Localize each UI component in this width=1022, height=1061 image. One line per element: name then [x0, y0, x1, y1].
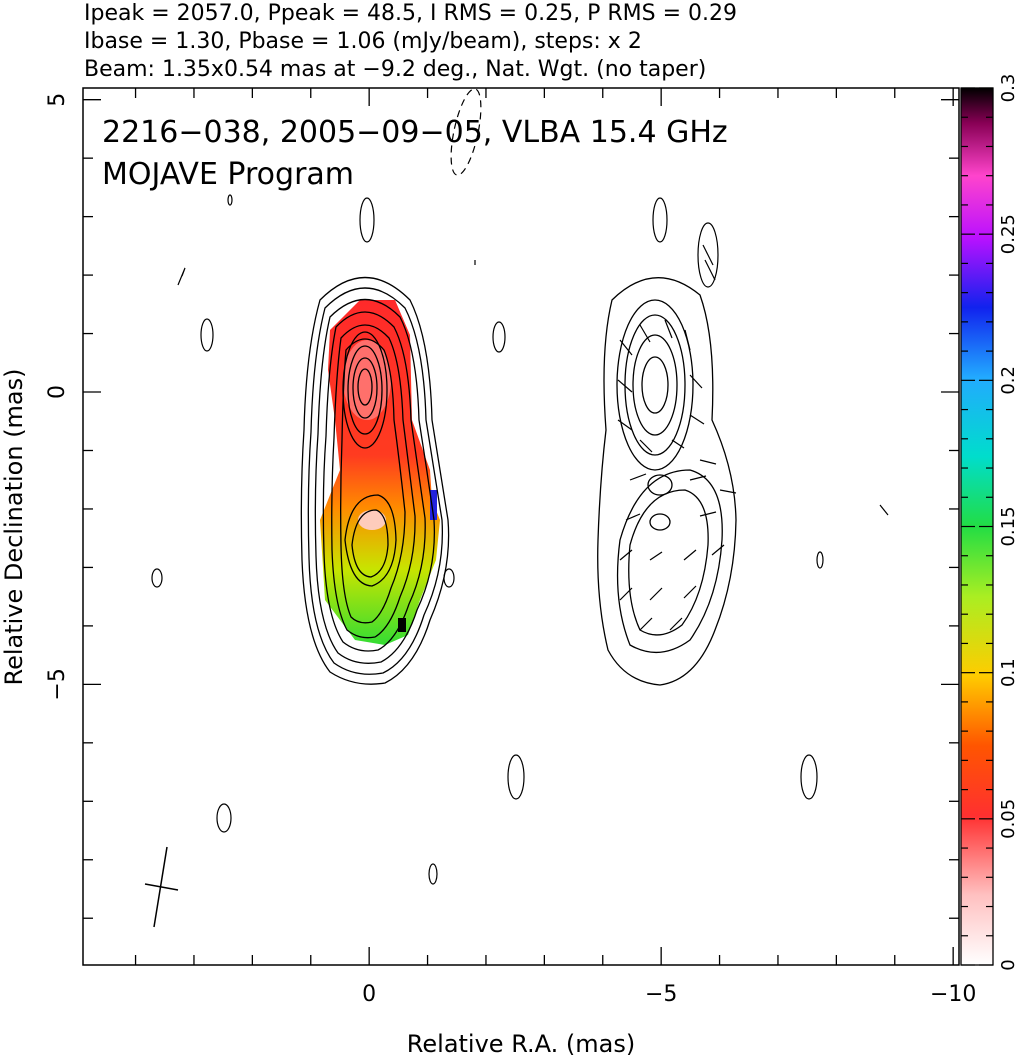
intensity-contours-left — [300, 277, 450, 685]
beam-cross — [144, 846, 179, 928]
colorbar-tick-label: 0.25 — [998, 214, 1019, 254]
plot-frame — [82, 87, 960, 966]
colorbar-tick-label: 0.15 — [998, 506, 1019, 546]
image-subtitle: MOJAVE Program — [102, 157, 354, 192]
noise-contours — [151, 88, 824, 885]
y-tick-label: −5 — [45, 668, 70, 700]
header-line-1: Ipeak = 2057.0, Ppeak = 48.5, I RMS = 0.… — [84, 1, 737, 26]
colorbar-tick-label: 0.2 — [998, 366, 1019, 395]
colorbar-ticks — [961, 87, 993, 966]
colorbar-tick-labels: 0 0.05 0.1 0.15 0.2 0.25 0.3 — [998, 74, 1019, 971]
header-line-2: Ibase = 1.30, Pbase = 1.06 (mJy/beam), s… — [84, 29, 642, 54]
x-tick-label: −10 — [930, 982, 976, 1007]
y-tick-label: 5 — [45, 93, 70, 107]
polarization-vectors — [617, 244, 889, 631]
y-axis-label: Relative Declination (mas) — [0, 368, 28, 685]
colorbar-tick-label: 0.3 — [998, 74, 1019, 103]
intensity-contours-right — [597, 277, 737, 686]
header-line-3: Beam: 1.35x0.54 mas at −9.2 deg., Nat. W… — [84, 57, 706, 82]
y-tick-label: 0 — [45, 385, 70, 399]
x-tick-label: 0 — [362, 982, 376, 1007]
x-tick-label: −5 — [645, 982, 677, 1007]
axis-ticks — [83, 88, 959, 965]
axis-tick-labels: 0 −5 −10 5 0 −5 — [45, 93, 976, 1007]
fractional-polarization-image — [320, 300, 440, 645]
x-axis-label: Relative R.A. (mas) — [407, 1030, 635, 1058]
colorbar-tick-label: 0 — [998, 959, 1019, 970]
colorbar-tick-label: 0.05 — [998, 799, 1019, 839]
image-title: 2216−038, 2005−09−05, VLBA 15.4 GHz — [102, 115, 728, 150]
colorbar-tick-label: 0.1 — [998, 658, 1019, 687]
